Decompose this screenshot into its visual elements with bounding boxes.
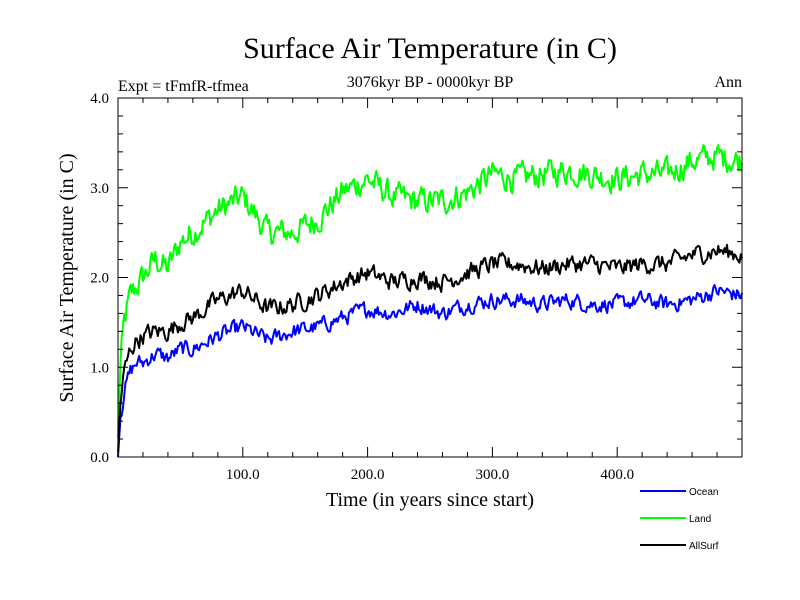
x-tick-label: 200.0 [351,467,385,483]
y-tick-label: 2.0 [90,271,109,287]
experiment-label: Expt = tFmfR-tfmea [118,78,249,95]
x-axis-label: Time (in years since start) [326,489,534,511]
y-tick-label: 3.0 [90,181,109,197]
x-tick-label: 400.0 [600,467,634,483]
legend: Ocean Land AllSurf [640,487,719,552]
y-axis-label: Surface Air Temperature (in C) [56,153,78,402]
chart-title: Surface Air Temperature (in C) [243,32,617,65]
series-line-land [117,144,743,439]
series-line-ocean [117,284,743,458]
y-tick-label: 1.0 [90,360,109,376]
axis-ticks [117,97,743,458]
tick-labels: 100.0 200.0 300.0 400.0 0.0 1.0 2.0 3.0 4.0 [90,91,634,483]
legend-label-allsurf: AllSurf [689,541,719,552]
legend-label-land: Land [689,514,711,525]
legend-label-ocean: Ocean [689,487,718,498]
plot-frame [117,97,743,458]
chart-subtitle: 3076kyr BP - 0000kyr BP [347,74,514,91]
y-tick-label: 0.0 [90,450,109,466]
x-tick-label: 300.0 [476,467,510,483]
period-label: Ann [714,74,742,91]
y-tick-label: 4.0 [90,91,109,107]
series-line-allsurf [117,243,743,453]
x-tick-label: 100.0 [226,467,260,483]
series-layer [117,144,743,458]
